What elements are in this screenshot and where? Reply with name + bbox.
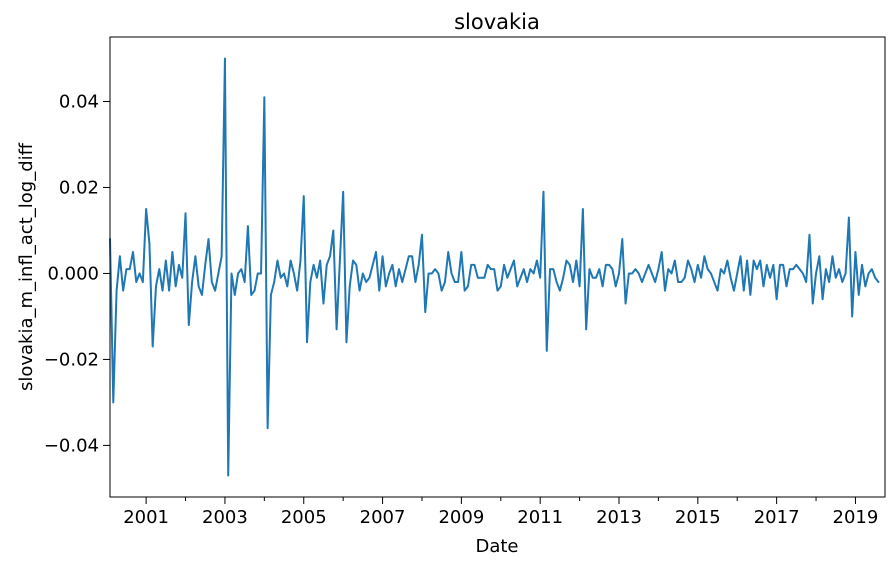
x-tick-label: 2015 xyxy=(675,507,721,528)
plot-area xyxy=(109,57,880,477)
y-axis-title: slovakia_m_infl_act_log_diff xyxy=(16,142,37,391)
y-tick-label: 0.02 xyxy=(59,177,99,198)
x-tick-label: 2003 xyxy=(202,507,248,528)
x-tick-label: 2009 xyxy=(438,507,484,528)
x-axis-title: Date xyxy=(475,536,518,557)
x-tick-label: 2007 xyxy=(360,507,406,528)
x-tick-label: 2001 xyxy=(123,507,169,528)
x-tick-label: 2017 xyxy=(754,507,800,528)
x-tick-label: 2019 xyxy=(833,507,879,528)
x-axis: 2001 2003 2005 2007 2009 2011 2013 2015 2017 2019 xyxy=(123,497,878,528)
chart-title: slovakia xyxy=(454,10,540,34)
plot-frame xyxy=(109,36,886,498)
y-tick-label: −0.04 xyxy=(44,435,99,456)
x-tick-label: 2005 xyxy=(281,507,327,528)
y-tick-label: 0.04 xyxy=(59,91,99,112)
x-tick-label: 2011 xyxy=(517,507,563,528)
series-line xyxy=(109,57,880,477)
y-tick-label: −0.02 xyxy=(44,349,99,370)
y-axis: −0.04 −0.02 0.000 0.02 0.04 xyxy=(44,91,110,456)
y-tick-label: 0.000 xyxy=(47,263,99,284)
x-tick-label: 2013 xyxy=(596,507,642,528)
